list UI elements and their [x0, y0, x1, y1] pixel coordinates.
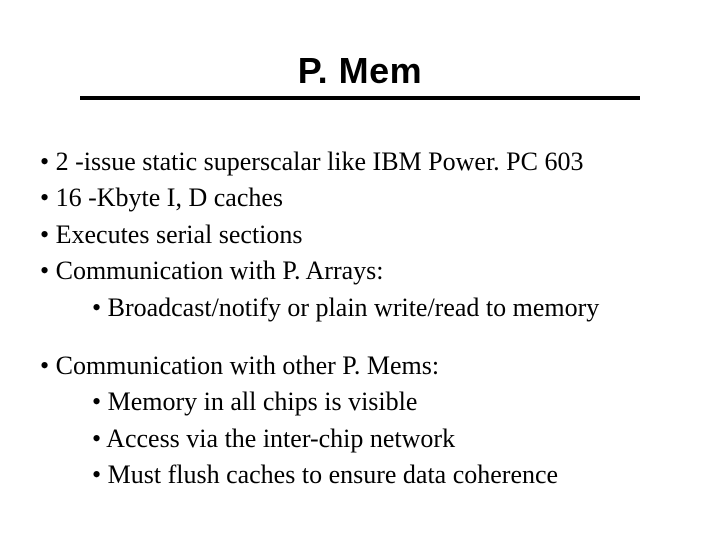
bullet-item: • Access via the inter-chip network	[40, 421, 680, 457]
title-underline	[80, 96, 640, 100]
bullet-item: • Communication with P. Arrays:	[40, 253, 680, 289]
bullet-item: • Must flush caches to ensure data coher…	[40, 457, 680, 493]
title-wrap: P. Mem	[40, 50, 680, 100]
bullet-block-2: • Communication with other P. Mems: • Me…	[40, 348, 680, 494]
bullet-item: • 2 -issue static superscalar like IBM P…	[40, 144, 680, 180]
bullet-item: • Communication with other P. Mems:	[40, 348, 680, 384]
slide-title: P. Mem	[298, 50, 422, 92]
content: • 2 -issue static superscalar like IBM P…	[40, 144, 680, 494]
slide: P. Mem • 2 -issue static superscalar lik…	[0, 0, 720, 540]
bullet-item: • Memory in all chips is visible	[40, 384, 680, 420]
bullet-block-1: • 2 -issue static superscalar like IBM P…	[40, 144, 680, 326]
bullet-item: • 16 -Kbyte I, D caches	[40, 180, 680, 216]
bullet-item: • Broadcast/notify or plain write/read t…	[40, 290, 680, 326]
bullet-item: • Executes serial sections	[40, 217, 680, 253]
